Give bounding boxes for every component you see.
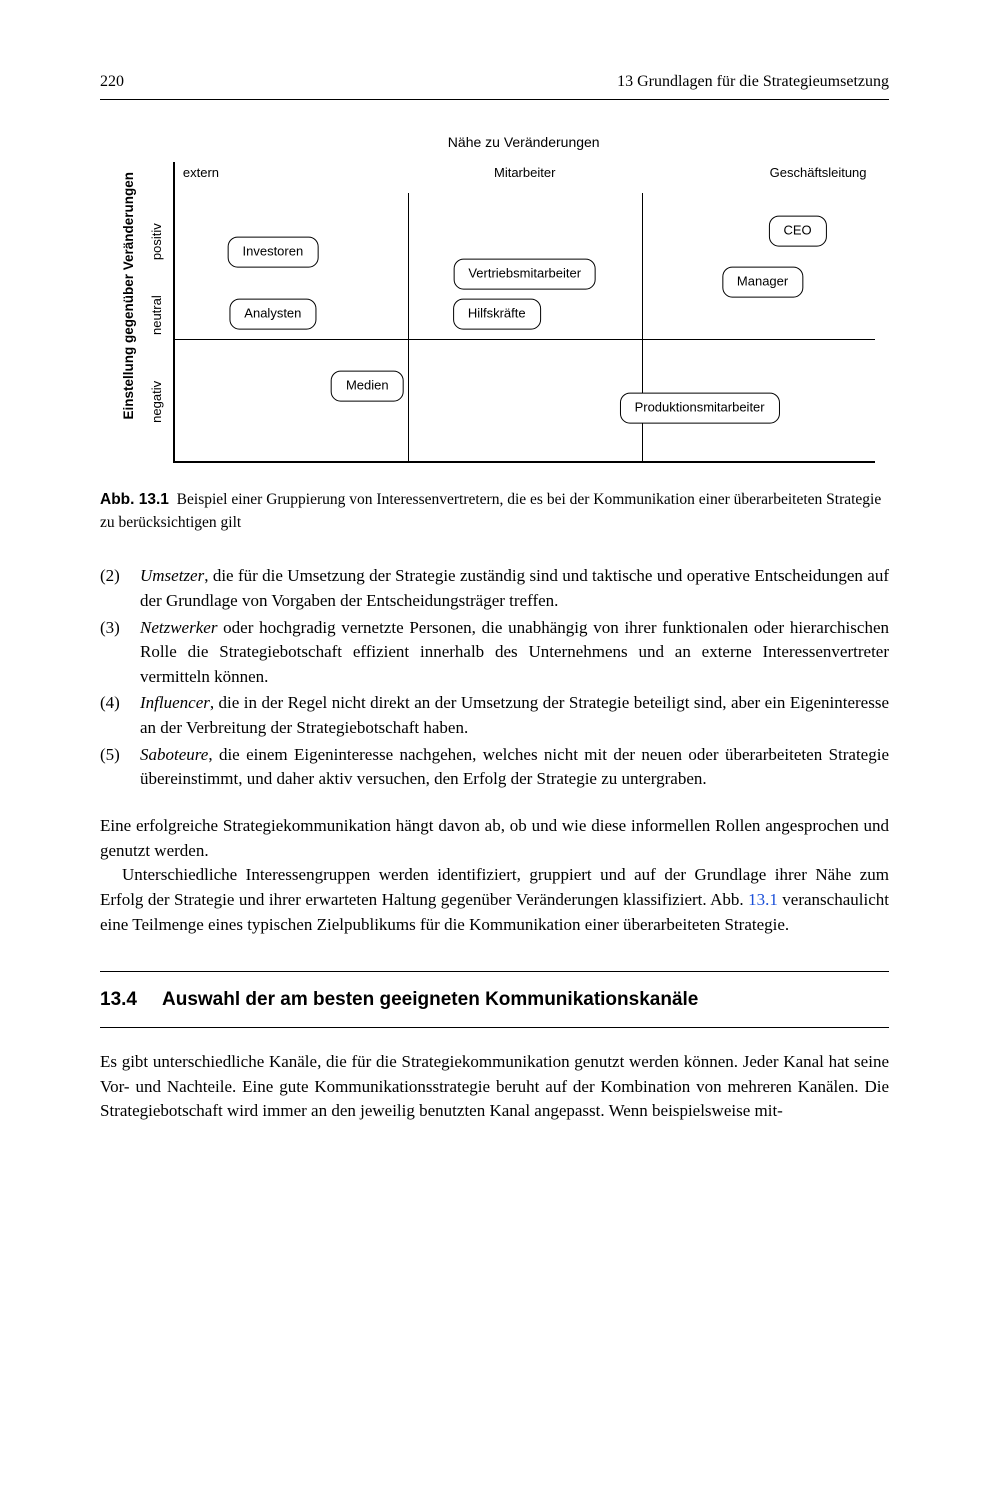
y-axis-title: Einstellung gegenüber Veränderungen <box>115 172 143 420</box>
matrix-node: Produktionsmitarbeiter <box>620 392 780 423</box>
list-item-term: Saboteure <box>140 745 208 764</box>
matrix-node: Investoren <box>227 237 318 268</box>
list-item: (3)Netzwerker oder hochgradig vernetzte … <box>100 616 889 690</box>
section-heading: 13.4 Auswahl der am besten geeigneten Ko… <box>100 971 889 1028</box>
list-item: (2)Umsetzer, die für die Umsetzung der S… <box>100 564 889 613</box>
matrix-node: Manager <box>722 266 803 297</box>
list-item-number: (2) <box>100 564 140 613</box>
chapter-title: 13 Grundlagen für die Strategieumsetzung <box>617 70 889 93</box>
list-item-text: , die in der Regel nicht direkt an der U… <box>140 693 889 737</box>
list-item-body: Netzwerker oder hochgradig vernetzte Per… <box>140 616 889 690</box>
body-paragraph: Es gibt unterschiedliche Kanäle, die für… <box>100 1050 889 1124</box>
list-item-body: Umsetzer, die für die Umsetzung der Stra… <box>140 564 889 613</box>
list-item-number: (4) <box>100 691 140 740</box>
x-axis-title: Nähe zu Veränderungen <box>173 128 875 162</box>
figure-reference-link[interactable]: 13.1 <box>748 890 778 909</box>
section-title: Auswahl der am besten geeigneten Kommuni… <box>162 988 889 1013</box>
figure-caption-text: Beispiel einer Gruppierung von Interesse… <box>100 491 881 530</box>
list-item-term: Influencer <box>140 693 210 712</box>
y-category-label: positiv <box>142 193 173 290</box>
grid-row-line <box>175 339 875 340</box>
matrix-node: Medien <box>331 371 404 402</box>
list-item-text: , die für die Umsetzung der Strategie zu… <box>140 566 889 610</box>
x-category-label: Geschäftsleitung <box>641 162 874 193</box>
list-item-term: Netzwerker <box>140 618 217 637</box>
matrix-node: Vertriebsmitarbeiter <box>453 258 596 289</box>
x-category-label: Mitarbeiter <box>408 162 641 193</box>
y-category-label: neutral <box>142 290 173 340</box>
figure-caption-label: Abb. 13.1 <box>100 491 169 508</box>
body-paragraph: Eine erfolgreiche Strategiekommunikation… <box>100 814 889 863</box>
y-axis-categories: positivneutralnegativ <box>142 128 173 463</box>
list-item-term: Umsetzer <box>140 566 204 585</box>
page-header: 220 13 Grundlagen für die Strategieumset… <box>100 70 889 100</box>
section-number: 13.4 <box>100 988 162 1013</box>
matrix-node: Analysten <box>229 299 316 330</box>
stakeholder-matrix-figure: Einstellung gegenüber Veränderungen posi… <box>115 128 875 463</box>
matrix-node: CEO <box>768 215 826 246</box>
x-axis-categories: externMitarbeiterGeschäftsleitung <box>173 162 875 193</box>
list-item: (5)Saboteure, die einem Eigeninteresse n… <box>100 743 889 792</box>
y-category-label: negativ <box>142 340 173 463</box>
list-item-body: Influencer, die in der Regel nicht direk… <box>140 691 889 740</box>
matrix-node: Hilfskräfte <box>453 299 541 330</box>
page-number: 220 <box>100 70 124 93</box>
list-item-number: (5) <box>100 743 140 792</box>
list-item-body: Saboteure, die einem Eigeninteresse nach… <box>140 743 889 792</box>
matrix-grid: Investoren Analysten Medien Vertriebsmitarb… <box>173 193 875 463</box>
body-paragraph: Unterschiedliche Interessengruppen werde… <box>100 863 889 937</box>
list-item-number: (3) <box>100 616 140 690</box>
roles-list: (2)Umsetzer, die für die Umsetzung der S… <box>100 564 889 792</box>
figure-caption: Abb. 13.1 Beispiel einer Gruppierung von… <box>100 489 889 534</box>
x-category-label: extern <box>175 162 408 193</box>
list-item-text: , die einem Eigeninteresse nachgehen, we… <box>140 745 889 789</box>
list-item: (4)Influencer, die in der Regel nicht di… <box>100 691 889 740</box>
list-item-text: oder hochgradig vernetzte Personen, die … <box>140 618 889 686</box>
grid-col-line <box>408 193 409 461</box>
